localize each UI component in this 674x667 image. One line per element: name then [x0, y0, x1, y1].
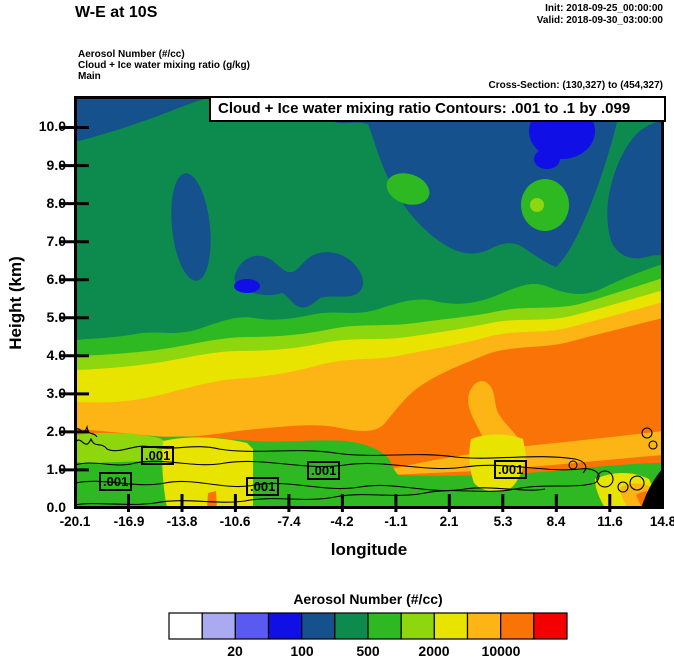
y-tick-label: 0.0: [46, 499, 66, 515]
colorbar-cell-10: [466, 612, 502, 640]
contour-title-box: Cloud + Ice water mixing ratio Contours:…: [209, 96, 666, 122]
colorbar-tick-label: 20: [227, 643, 243, 659]
y-tick-label: 7.0: [46, 233, 66, 249]
contour-field: [75, 97, 663, 508]
x-tick-label: -10.6: [219, 514, 251, 529]
y-tick-label: 2.0: [46, 423, 66, 439]
legend-field-3: Main: [78, 71, 101, 82]
y-tick-label: 4.0: [46, 347, 66, 363]
init-timestamp: Init: 2018-09-25_00:00:00: [545, 3, 663, 14]
y-tick-label: 10.0: [38, 118, 66, 134]
fill-gold-lower-band: [391, 431, 663, 475]
x-tick-label: -4.2: [330, 514, 354, 529]
x-tick-label: 8.4: [546, 514, 566, 529]
colorbar-cell-2: [201, 612, 236, 640]
fill-royal-patch-2: [534, 149, 560, 169]
legend-field-1: Aerosol Number (#/cc): [78, 49, 185, 60]
contour-label: .001: [141, 446, 175, 465]
x-tick-label: 11.6: [597, 514, 623, 529]
cross-section-info: Cross-Section: (130,327) to (454,327): [488, 80, 663, 91]
fill-green-patch-1: [521, 179, 569, 231]
fill-navy-leaf-blob: [171, 173, 211, 281]
colorbar-cell-4: [267, 612, 303, 640]
fill-navy-w-blob: [234, 252, 364, 308]
colorbar: [168, 612, 568, 640]
colorbar-cell-6: [334, 612, 369, 640]
colorbar-cell-8: [400, 612, 436, 640]
fill-yellow-strip-left: [162, 437, 253, 508]
fill-royal-core: [234, 279, 260, 293]
fill-yellowgreen-pocket: [75, 432, 169, 464]
y-axis-title: Height (km): [6, 256, 25, 350]
colorbar-tick-label: 10000: [481, 643, 521, 659]
colorbar-cell-7: [367, 612, 402, 640]
fill-green-patch-2: [386, 173, 430, 205]
x-tick-label: 2.1: [439, 514, 459, 529]
contour-label: .001: [494, 460, 528, 479]
fill-yellowgreen-dot: [530, 198, 544, 212]
colorbar-cell-1: [168, 612, 203, 640]
terrain-wedge: [641, 468, 663, 508]
colorbar-title: Aerosol Number (#/cc): [293, 591, 443, 607]
contour-label: .001: [99, 472, 133, 491]
x-tick-label: -13.8: [166, 514, 198, 529]
y-tick-label: 5.0: [46, 309, 66, 325]
y-tick-label: 1.0: [46, 461, 66, 477]
contour-lines: [75, 424, 658, 506]
colorbar-cell-3: [234, 612, 270, 640]
colorbar-cell-12: [533, 612, 568, 640]
colorbar-cell-11: [500, 612, 535, 640]
fill-orange-sliver: [207, 491, 217, 508]
y-tick-label: 3.0: [46, 385, 66, 401]
fill-darkgreen-region: [75, 97, 663, 340]
x-tick-label: 5.3: [493, 514, 513, 529]
x-tick-label: -1.1: [384, 514, 408, 529]
contour-label: .001: [307, 461, 341, 480]
colorbar-tick-label: 500: [356, 643, 380, 659]
page-title: W-E at 10S: [75, 4, 158, 21]
x-tick-label: -20.1: [59, 514, 91, 529]
y-tick-label: 6.0: [46, 271, 66, 287]
colorbar-tick-label: 100: [290, 643, 314, 659]
valid-timestamp: Valid: 2018-09-30_03:00:00: [536, 15, 663, 26]
y-tick-label: 9.0: [46, 157, 66, 173]
x-tick-label: 14.8: [649, 514, 674, 529]
x-tick-label: -16.9: [113, 514, 145, 529]
y-tick-label: 8.0: [46, 195, 66, 211]
x-tick-label: -7.4: [277, 514, 301, 529]
contour-label: .001: [246, 477, 280, 496]
x-axis-title: longitude: [330, 540, 408, 559]
colorbar-cell-9: [433, 612, 469, 640]
legend-field-2: Cloud + Ice water mixing ratio (g/kg): [78, 60, 250, 71]
colorbar-cell-5: [301, 612, 336, 640]
colorbar-tick-label: 2000: [418, 643, 450, 659]
